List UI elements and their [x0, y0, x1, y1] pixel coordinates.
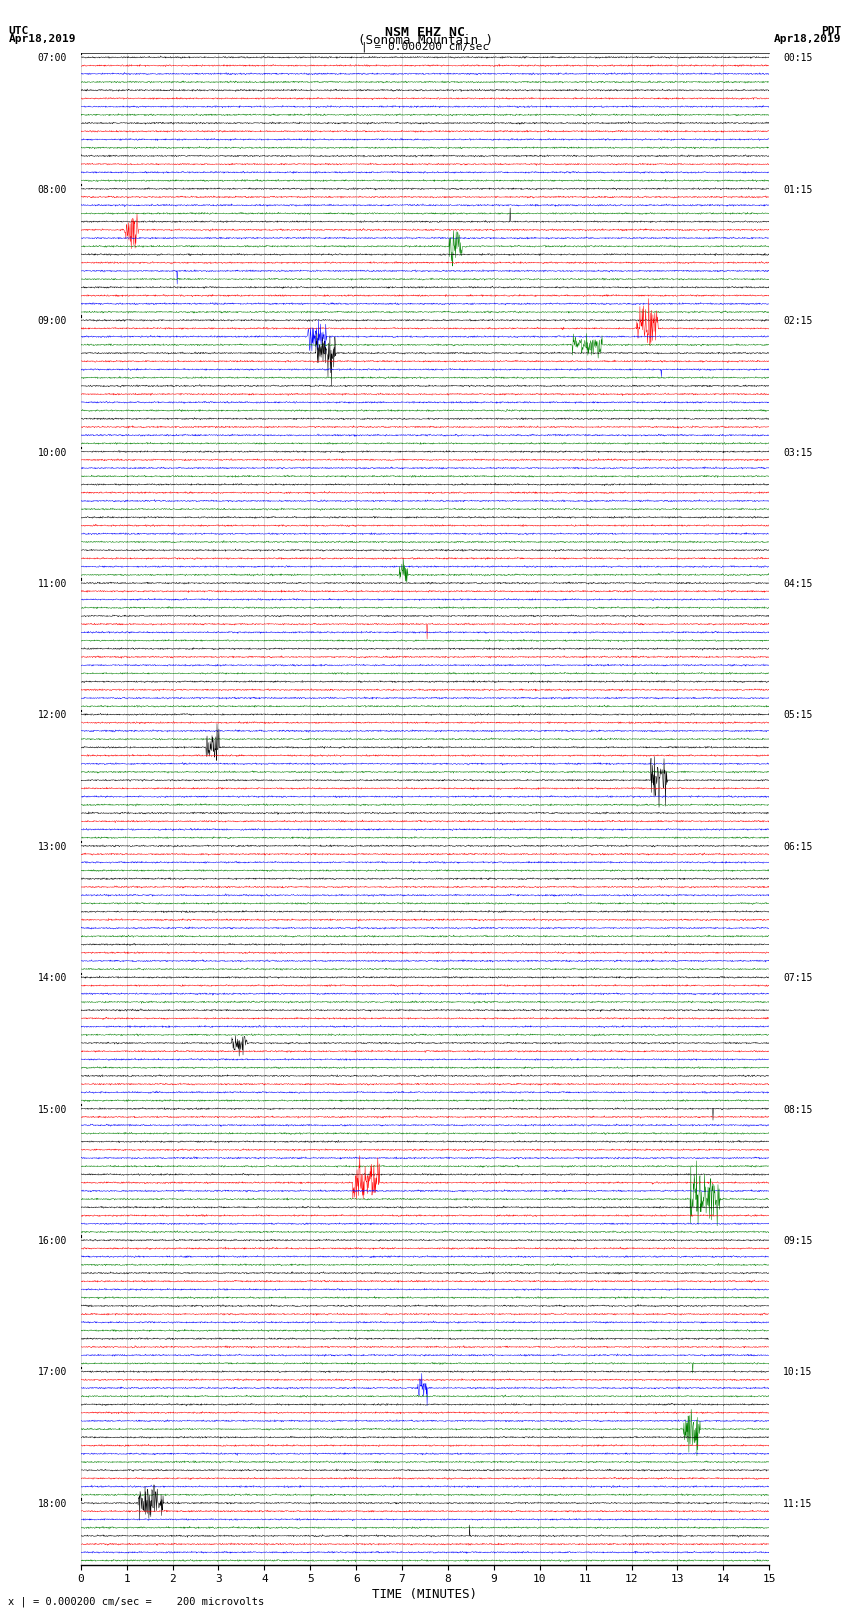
Text: 12:00: 12:00	[37, 710, 67, 721]
Text: x | = 0.000200 cm/sec =    200 microvolts: x | = 0.000200 cm/sec = 200 microvolts	[8, 1595, 264, 1607]
Text: 09:15: 09:15	[783, 1236, 813, 1247]
Text: 03:15: 03:15	[783, 447, 813, 458]
Text: 18:00: 18:00	[37, 1498, 67, 1508]
Text: 08:15: 08:15	[783, 1105, 813, 1115]
Text: 13:00: 13:00	[37, 842, 67, 852]
Text: 14:00: 14:00	[37, 973, 67, 984]
Text: PDT: PDT	[821, 26, 842, 35]
Text: 07:00: 07:00	[37, 53, 67, 63]
Text: 09:00: 09:00	[37, 316, 67, 326]
Text: 00:15: 00:15	[783, 53, 813, 63]
Text: 17:00: 17:00	[37, 1368, 67, 1378]
Text: Apr18,2019: Apr18,2019	[8, 34, 76, 44]
Text: 16:00: 16:00	[37, 1236, 67, 1247]
Text: 07:15: 07:15	[783, 973, 813, 984]
Text: 15:00: 15:00	[37, 1105, 67, 1115]
Text: 11:15: 11:15	[783, 1498, 813, 1508]
X-axis label: TIME (MINUTES): TIME (MINUTES)	[372, 1589, 478, 1602]
Text: 06:15: 06:15	[783, 842, 813, 852]
Text: Apr18,2019: Apr18,2019	[774, 34, 842, 44]
Text: (Sonoma Mountain ): (Sonoma Mountain )	[358, 34, 492, 47]
Text: 01:15: 01:15	[783, 184, 813, 195]
Text: 10:15: 10:15	[783, 1368, 813, 1378]
Text: NSM EHZ NC: NSM EHZ NC	[385, 26, 465, 39]
Text: 02:15: 02:15	[783, 316, 813, 326]
Text: 05:15: 05:15	[783, 710, 813, 721]
Text: 11:00: 11:00	[37, 579, 67, 589]
Text: 04:15: 04:15	[783, 579, 813, 589]
Text: 08:00: 08:00	[37, 184, 67, 195]
Text: | = 0.000200 cm/sec: | = 0.000200 cm/sec	[361, 42, 489, 53]
Text: UTC: UTC	[8, 26, 29, 35]
Text: 10:00: 10:00	[37, 447, 67, 458]
